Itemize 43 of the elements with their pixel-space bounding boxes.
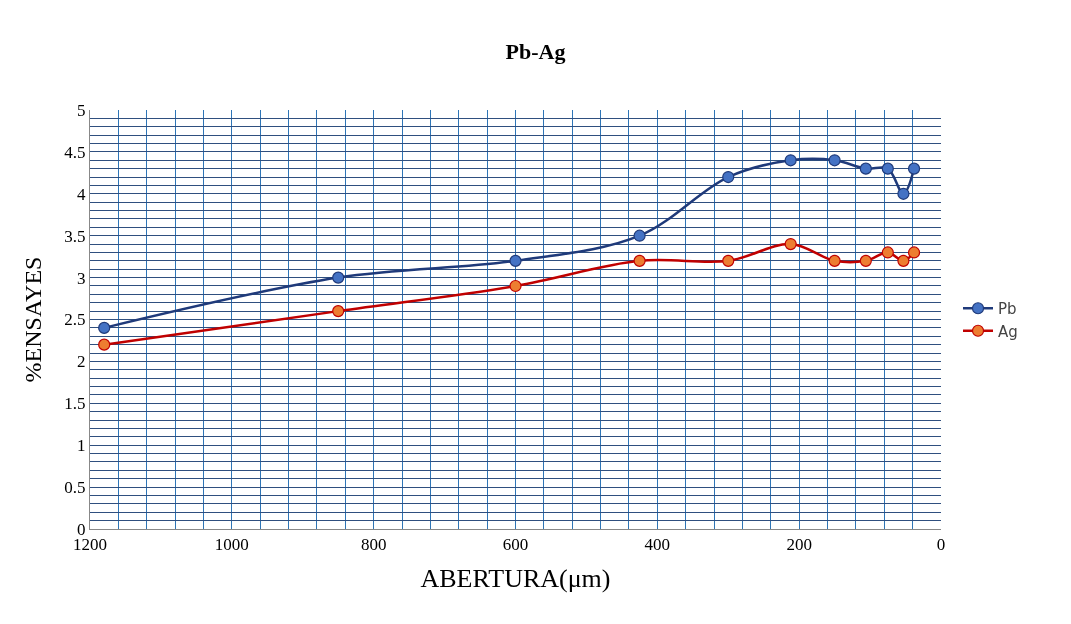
point [98,338,111,351]
point [907,246,921,259]
point [881,162,894,175]
x-tick-label: 200 [786,535,812,555]
point [633,229,646,242]
point [784,154,797,167]
y-tick-label: 4.5 [64,142,86,162]
point [907,162,921,175]
y-tick-label: 5 [77,100,86,120]
y-tick-label: 1.5 [64,394,86,414]
y-tick-label: 4 [77,184,87,204]
chart-title: Pb-Ag [505,39,566,65]
y-tick-label: 2.5 [64,310,86,330]
legend-label: Pb [998,300,1017,319]
point [722,170,735,184]
x-axis-title: ABERTURA(μm) [420,564,611,594]
y-tick-label: 0.5 [64,478,86,498]
y-tick-label: 3.5 [64,226,86,246]
point [633,254,646,267]
point [897,254,910,267]
point [881,246,894,259]
legend-label: Ag [998,322,1018,341]
y-tick-label: 2 [77,352,86,372]
point [897,187,910,200]
point [332,271,345,284]
point [784,237,797,251]
x-tick-label: 400 [644,535,671,555]
y-axis-title: %ENSAYES [20,256,47,383]
x-tick-label: 1000 [214,535,249,555]
point [828,154,841,167]
point [828,254,841,267]
y-tick-label: 1 [77,436,86,456]
point [722,254,735,267]
point [509,279,522,293]
point [509,254,522,267]
x-tick-label: 800 [360,535,387,555]
y-tick-label: 3 [77,268,86,288]
point [859,162,872,175]
x-tick-label: 600 [502,535,529,555]
point [332,305,345,318]
point [859,254,872,267]
point [98,321,111,334]
x-tick-label: 0 [936,535,946,555]
